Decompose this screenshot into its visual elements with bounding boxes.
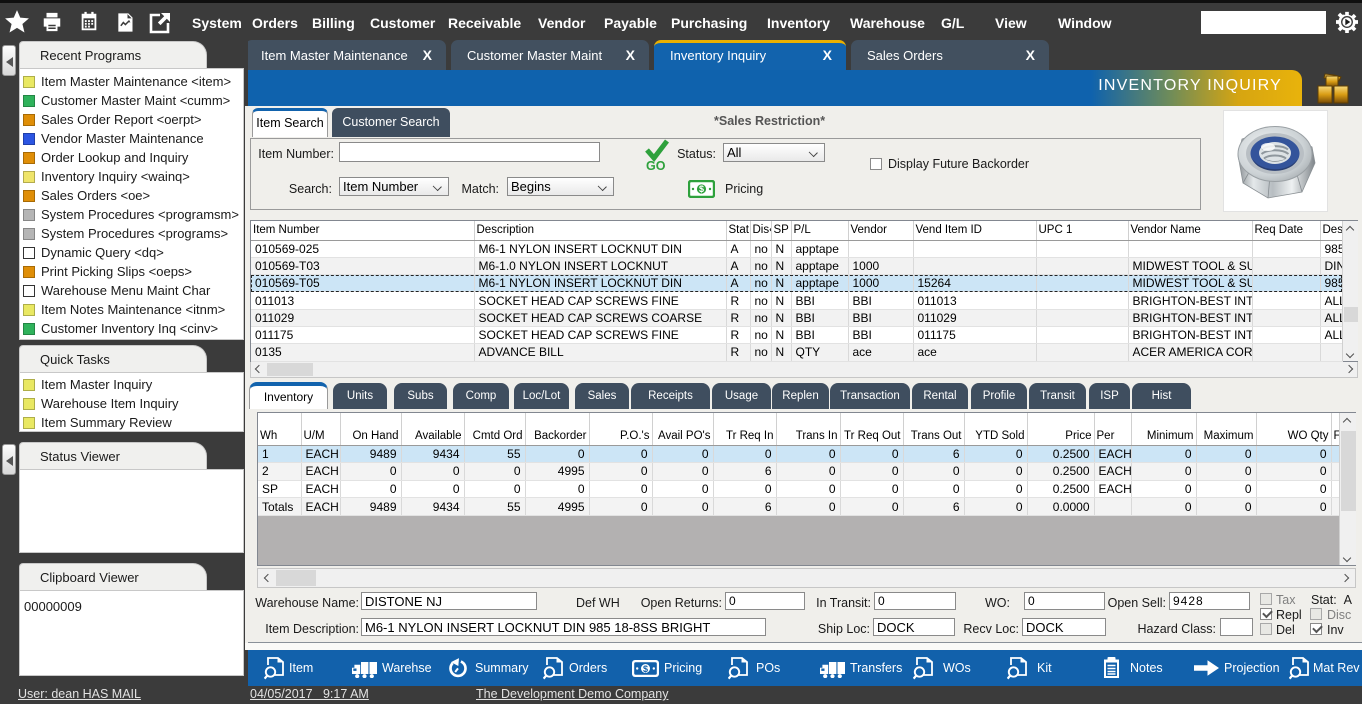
svg-text:$: $ bbox=[643, 664, 648, 674]
svg-text:$: $ bbox=[699, 184, 704, 194]
